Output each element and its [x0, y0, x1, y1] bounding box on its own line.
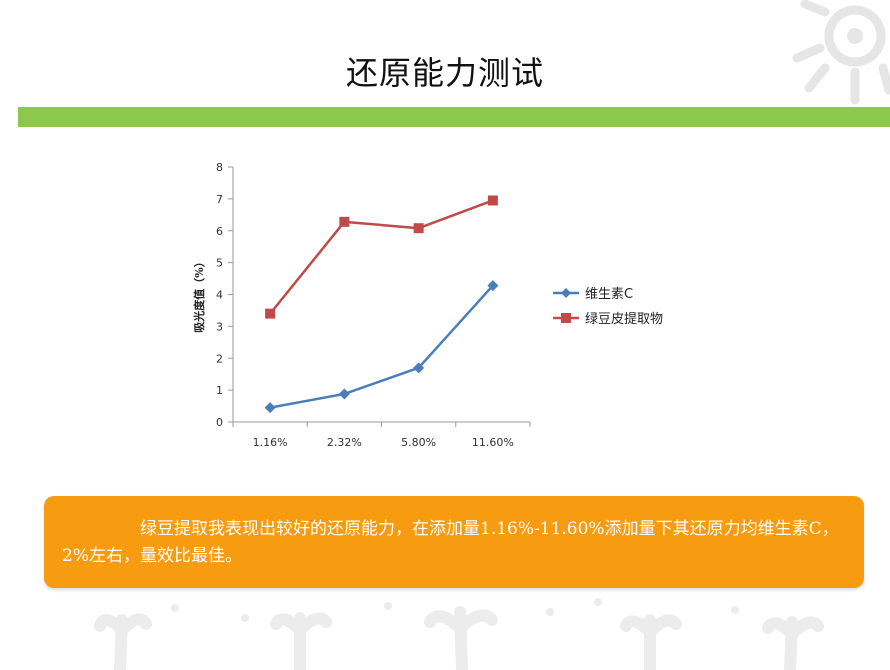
sun-decoration-icon [792, 0, 890, 105]
data-point-square [339, 216, 350, 227]
data-point-diamond [413, 362, 425, 374]
data-point-square [265, 308, 276, 319]
data-point-square [413, 223, 424, 234]
y-tick-label: 7 [216, 193, 223, 206]
legend-marker-square [561, 313, 571, 323]
accent-bar [18, 107, 890, 127]
y-tick-label: 6 [216, 225, 223, 238]
y-tick-label: 8 [216, 161, 223, 174]
x-tick-label: 11.60% [472, 436, 514, 449]
data-point-diamond [338, 388, 350, 400]
x-tick-label: 5.80% [401, 436, 436, 449]
line-chart: 0 1 2 3 4 5 6 7 8 1.16% 2.32% 5.80% 11.60% 吸光度值（%） 维生素… [180, 150, 700, 460]
y-tick-label: 3 [216, 320, 223, 333]
y-tick-label: 1 [216, 384, 223, 397]
x-tick-label: 1.16% [253, 436, 288, 449]
legend-label: 绿豆皮提取物 [585, 311, 663, 327]
series-line-0 [269, 284, 494, 409]
chart-svg: 0 1 2 3 4 5 6 7 8 1.16% 2.32% 5.80% 11.60% 吸光度值（%） 维生素… [192, 161, 663, 449]
sprout-decoration-icon [94, 598, 824, 670]
legend-marker-diamond [561, 288, 571, 298]
y-tick-label: 5 [216, 257, 223, 270]
summary-callout: 绿豆提取我表现出较好的还原能力，在添加量1.16%-11.60%添加量下其还原力… [44, 496, 864, 588]
legend-label: 维生素C [585, 287, 633, 302]
data-point-diamond [487, 280, 499, 292]
data-point-square [487, 195, 498, 206]
y-tick-label: 4 [216, 289, 223, 302]
y-tick-label: 0 [216, 416, 223, 429]
series-line-1 [269, 199, 494, 315]
x-tick-label: 2.32% [327, 436, 362, 449]
slide-title: 还原能力测试 [345, 54, 544, 92]
y-axis-title: 吸光度值（%） [192, 256, 206, 332]
y-tick-label: 2 [216, 352, 223, 365]
data-point-diamond [264, 402, 276, 414]
